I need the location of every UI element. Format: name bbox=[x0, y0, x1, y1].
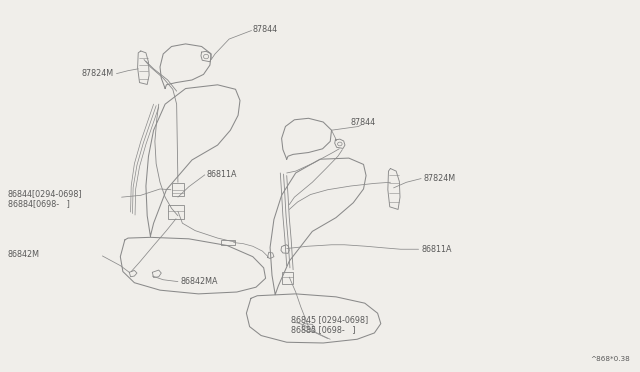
Bar bbox=[282, 272, 293, 284]
Text: 87844: 87844 bbox=[253, 25, 278, 34]
Bar bbox=[168, 205, 184, 219]
Text: ^868*0.38: ^868*0.38 bbox=[591, 356, 630, 362]
Bar bbox=[221, 240, 235, 245]
Text: 86842MA: 86842MA bbox=[180, 277, 218, 286]
Text: 86842M: 86842M bbox=[8, 250, 40, 259]
Bar bbox=[172, 183, 184, 196]
Text: 87844: 87844 bbox=[351, 118, 376, 127]
Text: 86845 [0294-0698]: 86845 [0294-0698] bbox=[291, 315, 369, 324]
Text: 86884[0698-   ]: 86884[0698- ] bbox=[8, 199, 70, 208]
Text: 86811A: 86811A bbox=[421, 245, 452, 254]
Text: 87824M: 87824M bbox=[424, 174, 456, 183]
Text: 87824M: 87824M bbox=[82, 69, 114, 78]
Text: 86811A: 86811A bbox=[206, 170, 237, 179]
Text: 86885 [0698-   ]: 86885 [0698- ] bbox=[291, 325, 356, 334]
Text: 86844[0294-0698]: 86844[0294-0698] bbox=[8, 189, 83, 198]
